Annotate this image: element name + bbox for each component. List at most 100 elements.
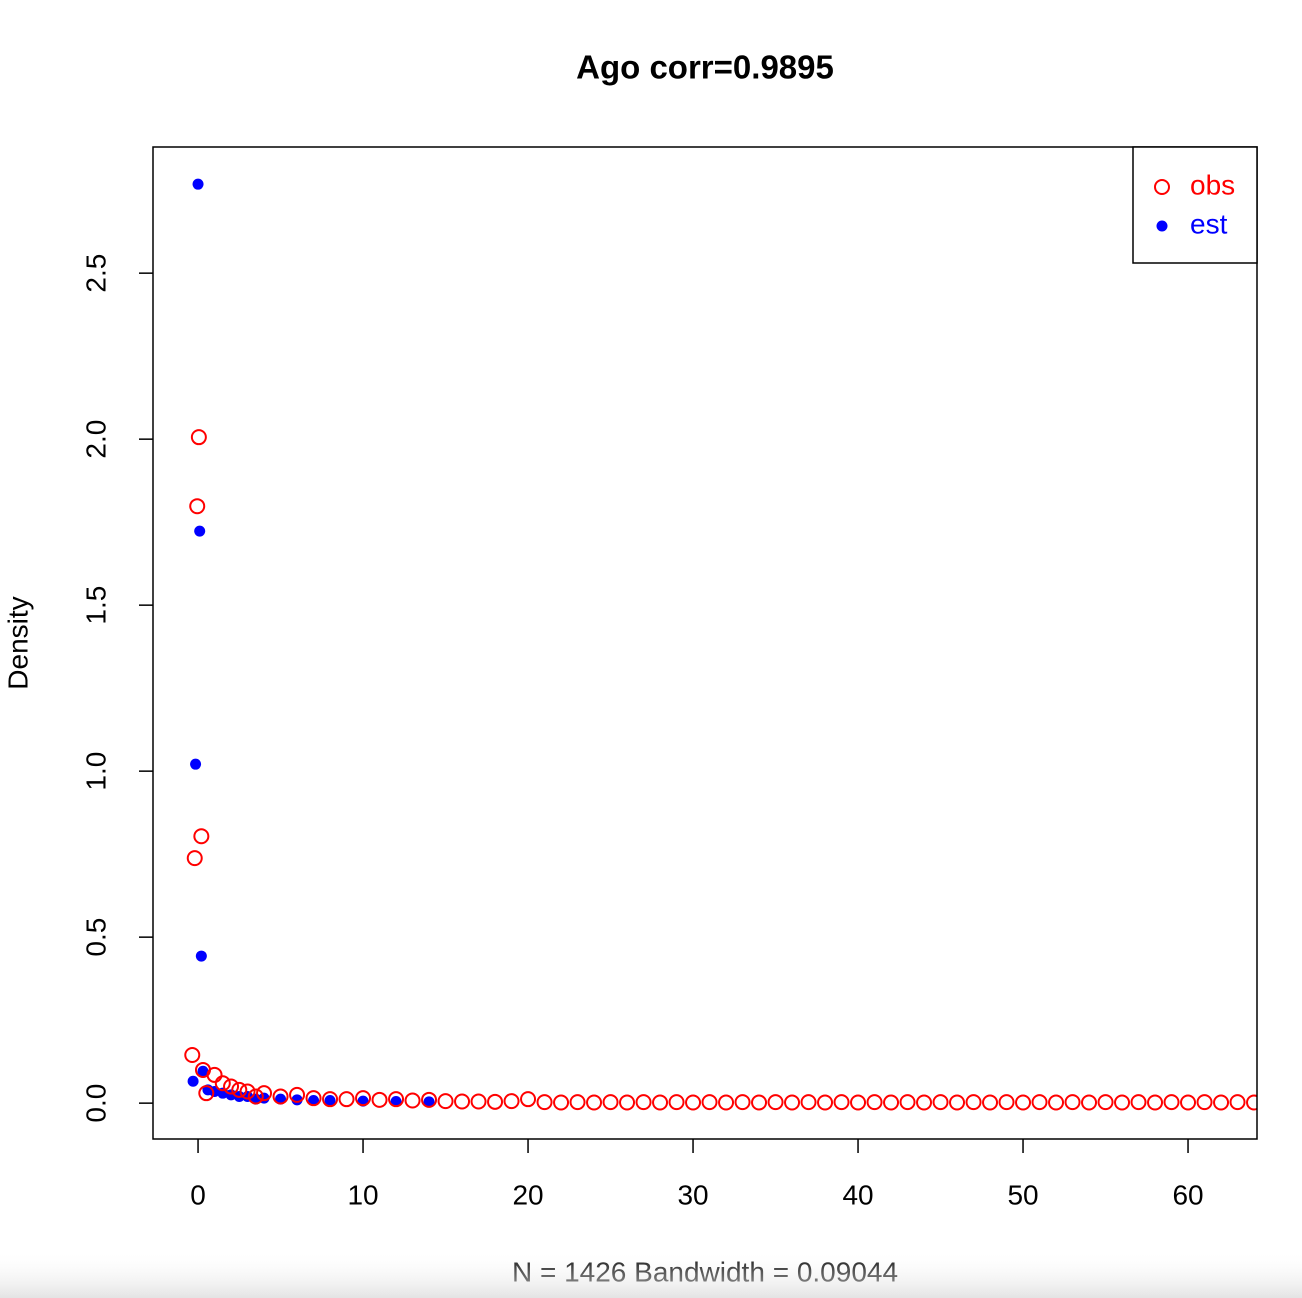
point [652,1094,669,1111]
legend-label: obs [1190,169,1235,200]
point [751,1094,768,1111]
point [437,1093,454,1110]
point [1031,1094,1048,1111]
x-tick-label: 0 [190,1179,206,1210]
point [850,1094,867,1111]
point [190,429,207,446]
point [487,1093,504,1110]
point [193,828,210,845]
point [291,1094,303,1106]
point [553,1094,570,1111]
y-tick-label: 0.5 [80,918,111,957]
point [1213,1094,1230,1111]
chart-title: Ago corr=0.9895 [576,49,834,86]
y-tick-label: 1.0 [80,752,111,791]
point [272,1088,289,1105]
point [421,1091,438,1108]
point [186,850,203,867]
point [899,1094,916,1111]
point [1147,1094,1164,1111]
point [1081,1094,1098,1111]
point [701,1094,718,1111]
y-tick-label: 0.0 [80,1084,111,1123]
point [214,1075,231,1092]
point [305,1090,322,1107]
point [322,1091,339,1108]
point [206,1066,223,1083]
point [1048,1094,1065,1111]
point [338,1091,355,1108]
point [190,758,202,770]
point [734,1094,751,1111]
point [189,498,206,515]
point [932,1094,949,1111]
point [916,1094,933,1111]
point [619,1094,636,1111]
point [1130,1094,1147,1111]
point [833,1094,850,1111]
x-tick-label: 10 [347,1179,378,1210]
point [767,1094,784,1111]
point [1114,1094,1131,1111]
point [800,1094,817,1111]
x-tick-label: 40 [842,1179,873,1210]
point [1064,1094,1081,1111]
point [388,1091,405,1108]
point [187,1075,199,1087]
point [520,1091,537,1108]
point [289,1086,306,1103]
legend-box [1132,146,1258,264]
plot-frame [152,146,1258,1140]
point [239,1083,256,1100]
point [404,1092,421,1109]
point [197,1065,209,1077]
point [223,1078,240,1095]
y-tick-label: 2.0 [80,420,111,459]
point [184,1047,201,1064]
point [308,1094,320,1106]
point [503,1093,520,1110]
point [355,1090,372,1107]
point [817,1094,834,1111]
y-axis-label: Density [2,596,33,689]
point [1180,1094,1197,1111]
point [1246,1094,1257,1111]
point [602,1094,619,1111]
point [195,950,207,962]
point [685,1094,702,1111]
legend-marker [1154,179,1170,195]
point [390,1095,402,1107]
point [784,1094,801,1111]
point [1196,1094,1213,1111]
point [423,1096,435,1108]
point [866,1094,883,1111]
point [454,1093,471,1110]
point [586,1094,603,1111]
point [470,1093,487,1110]
point [371,1091,388,1108]
point [1229,1094,1246,1111]
point [1015,1094,1032,1111]
point [883,1094,900,1111]
point [247,1088,264,1105]
point [982,1094,999,1111]
point [949,1094,966,1111]
legend-marker [1156,220,1168,232]
point [1097,1094,1114,1111]
point [256,1085,273,1102]
point [569,1094,586,1111]
point [324,1094,336,1106]
point [198,1085,215,1102]
point [635,1094,652,1111]
y-tick-label: 2.5 [80,254,111,293]
point [192,178,204,190]
point [965,1094,982,1111]
point [718,1094,735,1111]
point [536,1094,553,1111]
x-tick-label: 50 [1007,1179,1038,1210]
point [194,525,206,537]
x-tick-label: 60 [1172,1179,1203,1210]
bottom-shade [0,1250,1302,1298]
point [1163,1094,1180,1111]
